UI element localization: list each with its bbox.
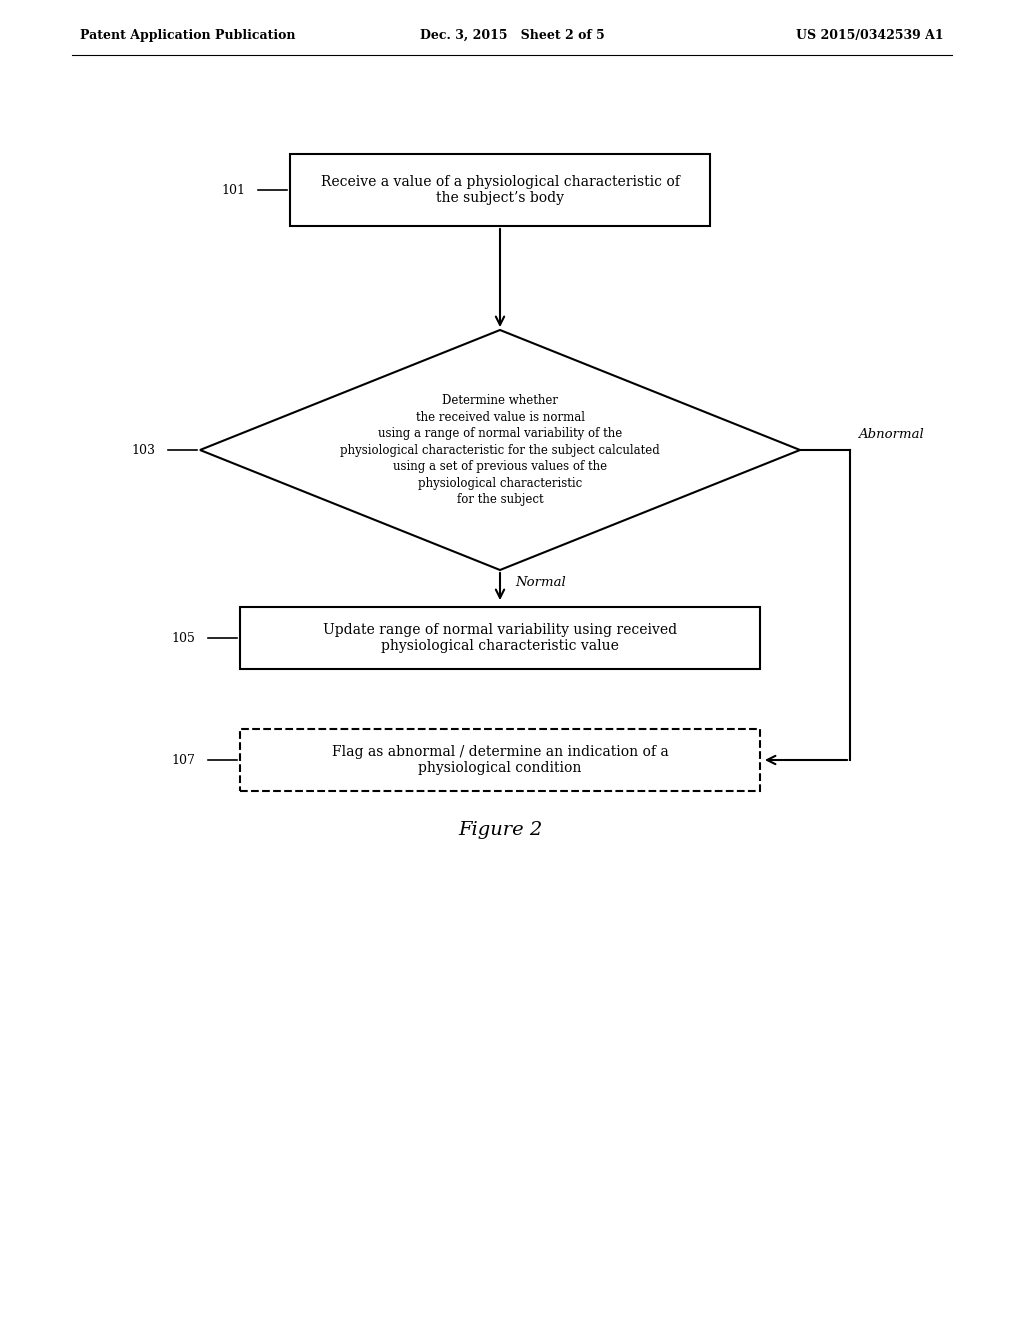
Bar xyxy=(290,154,710,226)
Text: Flag as abnormal / determine an indication of a
physiological condition: Flag as abnormal / determine an indicati… xyxy=(332,744,669,775)
Polygon shape xyxy=(200,330,800,570)
Text: Abnormal: Abnormal xyxy=(858,429,924,441)
Bar xyxy=(240,729,760,791)
Text: 107: 107 xyxy=(171,754,195,767)
Bar xyxy=(240,607,760,669)
Text: 105: 105 xyxy=(171,631,195,644)
Text: Determine whether
the received value is normal
using a range of normal variabili: Determine whether the received value is … xyxy=(340,393,659,506)
Text: US 2015/0342539 A1: US 2015/0342539 A1 xyxy=(797,29,944,41)
Text: Receive a value of a physiological characteristic of
the subject’s body: Receive a value of a physiological chara… xyxy=(321,176,680,205)
Text: Update range of normal variability using received
physiological characteristic v: Update range of normal variability using… xyxy=(323,623,677,653)
Text: Normal: Normal xyxy=(515,576,565,589)
Text: Patent Application Publication: Patent Application Publication xyxy=(80,29,296,41)
Text: Dec. 3, 2015   Sheet 2 of 5: Dec. 3, 2015 Sheet 2 of 5 xyxy=(420,29,604,41)
Text: 103: 103 xyxy=(131,444,155,457)
Text: Figure 2: Figure 2 xyxy=(458,821,542,840)
Text: 101: 101 xyxy=(221,183,245,197)
